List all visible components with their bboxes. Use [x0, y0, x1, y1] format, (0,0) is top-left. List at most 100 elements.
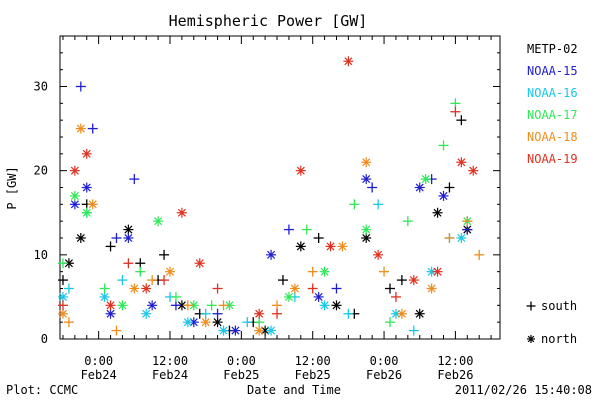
- plot-frame: [59, 35, 501, 340]
- legend: METP-02 NOAA-15 NOAA-16 NOAA-17 NOAA-18 NOAA-…: [526, 42, 578, 343]
- data-point: [289, 283, 300, 294]
- data-point: [141, 308, 152, 319]
- data-point: [75, 81, 86, 92]
- data-point: [456, 233, 467, 243]
- data-point: [57, 275, 68, 286]
- data-point: [343, 56, 354, 67]
- data-point: [385, 283, 395, 294]
- data-point: [313, 233, 324, 243]
- data-point: [295, 241, 306, 252]
- data-point: [111, 233, 122, 243]
- data-point: [361, 157, 372, 168]
- data-point: [367, 182, 378, 193]
- data-point: [87, 123, 98, 134]
- data-point: [272, 300, 283, 311]
- data-point: [396, 275, 407, 286]
- data-point: [99, 291, 110, 302]
- data-point: [373, 199, 384, 210]
- x-tick-label-date: Feb26: [437, 368, 473, 382]
- data-point: [218, 325, 229, 336]
- x-tick-label-date: Feb25: [223, 368, 259, 382]
- data-point: [69, 199, 80, 210]
- data-point: [444, 182, 455, 193]
- data-point: [159, 249, 170, 260]
- data-point: [361, 224, 372, 235]
- x-tick-label-time: 12:00: [295, 354, 331, 368]
- data-point: [349, 199, 360, 210]
- data-point: [182, 317, 193, 328]
- data-point: [57, 308, 68, 319]
- data-point: [105, 300, 116, 311]
- data-point: [438, 140, 449, 151]
- y-tick-label: 20: [34, 164, 48, 178]
- series-noaa-17: [57, 98, 473, 328]
- data-point: [462, 216, 473, 227]
- data-point: [105, 241, 116, 252]
- y-tick-label: 10: [34, 248, 48, 262]
- data-point: [75, 123, 86, 134]
- data-point: [331, 300, 342, 311]
- chart-title: Hemispheric Power [GW]: [169, 12, 368, 30]
- series-noaa-15: [69, 81, 473, 336]
- data-point: [57, 258, 68, 269]
- data-point: [176, 207, 187, 218]
- data-point: [182, 300, 193, 311]
- x-tick-label-time: 0:00: [370, 354, 399, 368]
- x-tick-label-date: Feb26: [366, 368, 402, 382]
- data-point: [135, 266, 146, 277]
- data-point: [331, 283, 342, 294]
- data-point: [301, 224, 312, 235]
- data-point: [87, 199, 98, 210]
- data-point: [63, 283, 74, 294]
- data-point: [218, 300, 229, 311]
- legend-item: NOAA-19: [527, 152, 578, 166]
- data-point: [129, 174, 140, 185]
- data-point: [438, 190, 449, 201]
- data-point: [390, 291, 401, 302]
- data-point: [81, 207, 92, 218]
- data-point: [337, 241, 348, 252]
- data-point: [295, 165, 306, 176]
- data-point: [117, 275, 128, 286]
- data-point: [385, 317, 395, 328]
- y-tick-label: 30: [34, 80, 48, 94]
- data-point: [408, 325, 419, 336]
- data-point: [111, 325, 122, 336]
- data-point: [254, 317, 265, 328]
- legend-item: NOAA-17: [527, 108, 578, 122]
- data-point: [325, 241, 336, 252]
- legend-item: NOAA-15: [527, 64, 578, 78]
- data-point: [230, 325, 241, 336]
- data-point: [129, 283, 140, 294]
- data-point: [99, 283, 110, 294]
- data-point: [212, 308, 223, 319]
- data-point: [361, 174, 372, 185]
- plot-timestamp: 2011/02/26 15:40:08: [455, 383, 592, 397]
- data-point: [462, 224, 473, 235]
- data-point: [170, 291, 181, 302]
- x-tick-label-time: 0:00: [84, 354, 113, 368]
- x-axis-label: Date and Time: [247, 383, 341, 397]
- data-point: [170, 300, 181, 311]
- data-point: [319, 300, 330, 311]
- data-point: [242, 317, 253, 328]
- data-point: [432, 266, 443, 277]
- data-point: [194, 258, 205, 269]
- data-points: [57, 56, 485, 336]
- data-point: [272, 308, 283, 319]
- data-point: [474, 249, 485, 260]
- y-axis-label: P [GW]: [5, 166, 19, 209]
- data-point: [69, 165, 80, 176]
- data-point: [81, 148, 92, 159]
- series-noaa-18: [57, 123, 485, 336]
- data-point: [117, 300, 128, 311]
- data-point: [444, 233, 455, 243]
- data-point: [266, 325, 277, 336]
- data-point: [105, 308, 116, 319]
- plot-credit: Plot: CCMC: [6, 383, 78, 397]
- data-point: [408, 275, 419, 286]
- data-point: [319, 266, 330, 277]
- axes: 01020300:00Feb2412:00Feb240:00Feb2512:00…: [34, 36, 500, 382]
- data-point: [153, 216, 164, 227]
- x-tick-label-date: Feb24: [81, 368, 117, 382]
